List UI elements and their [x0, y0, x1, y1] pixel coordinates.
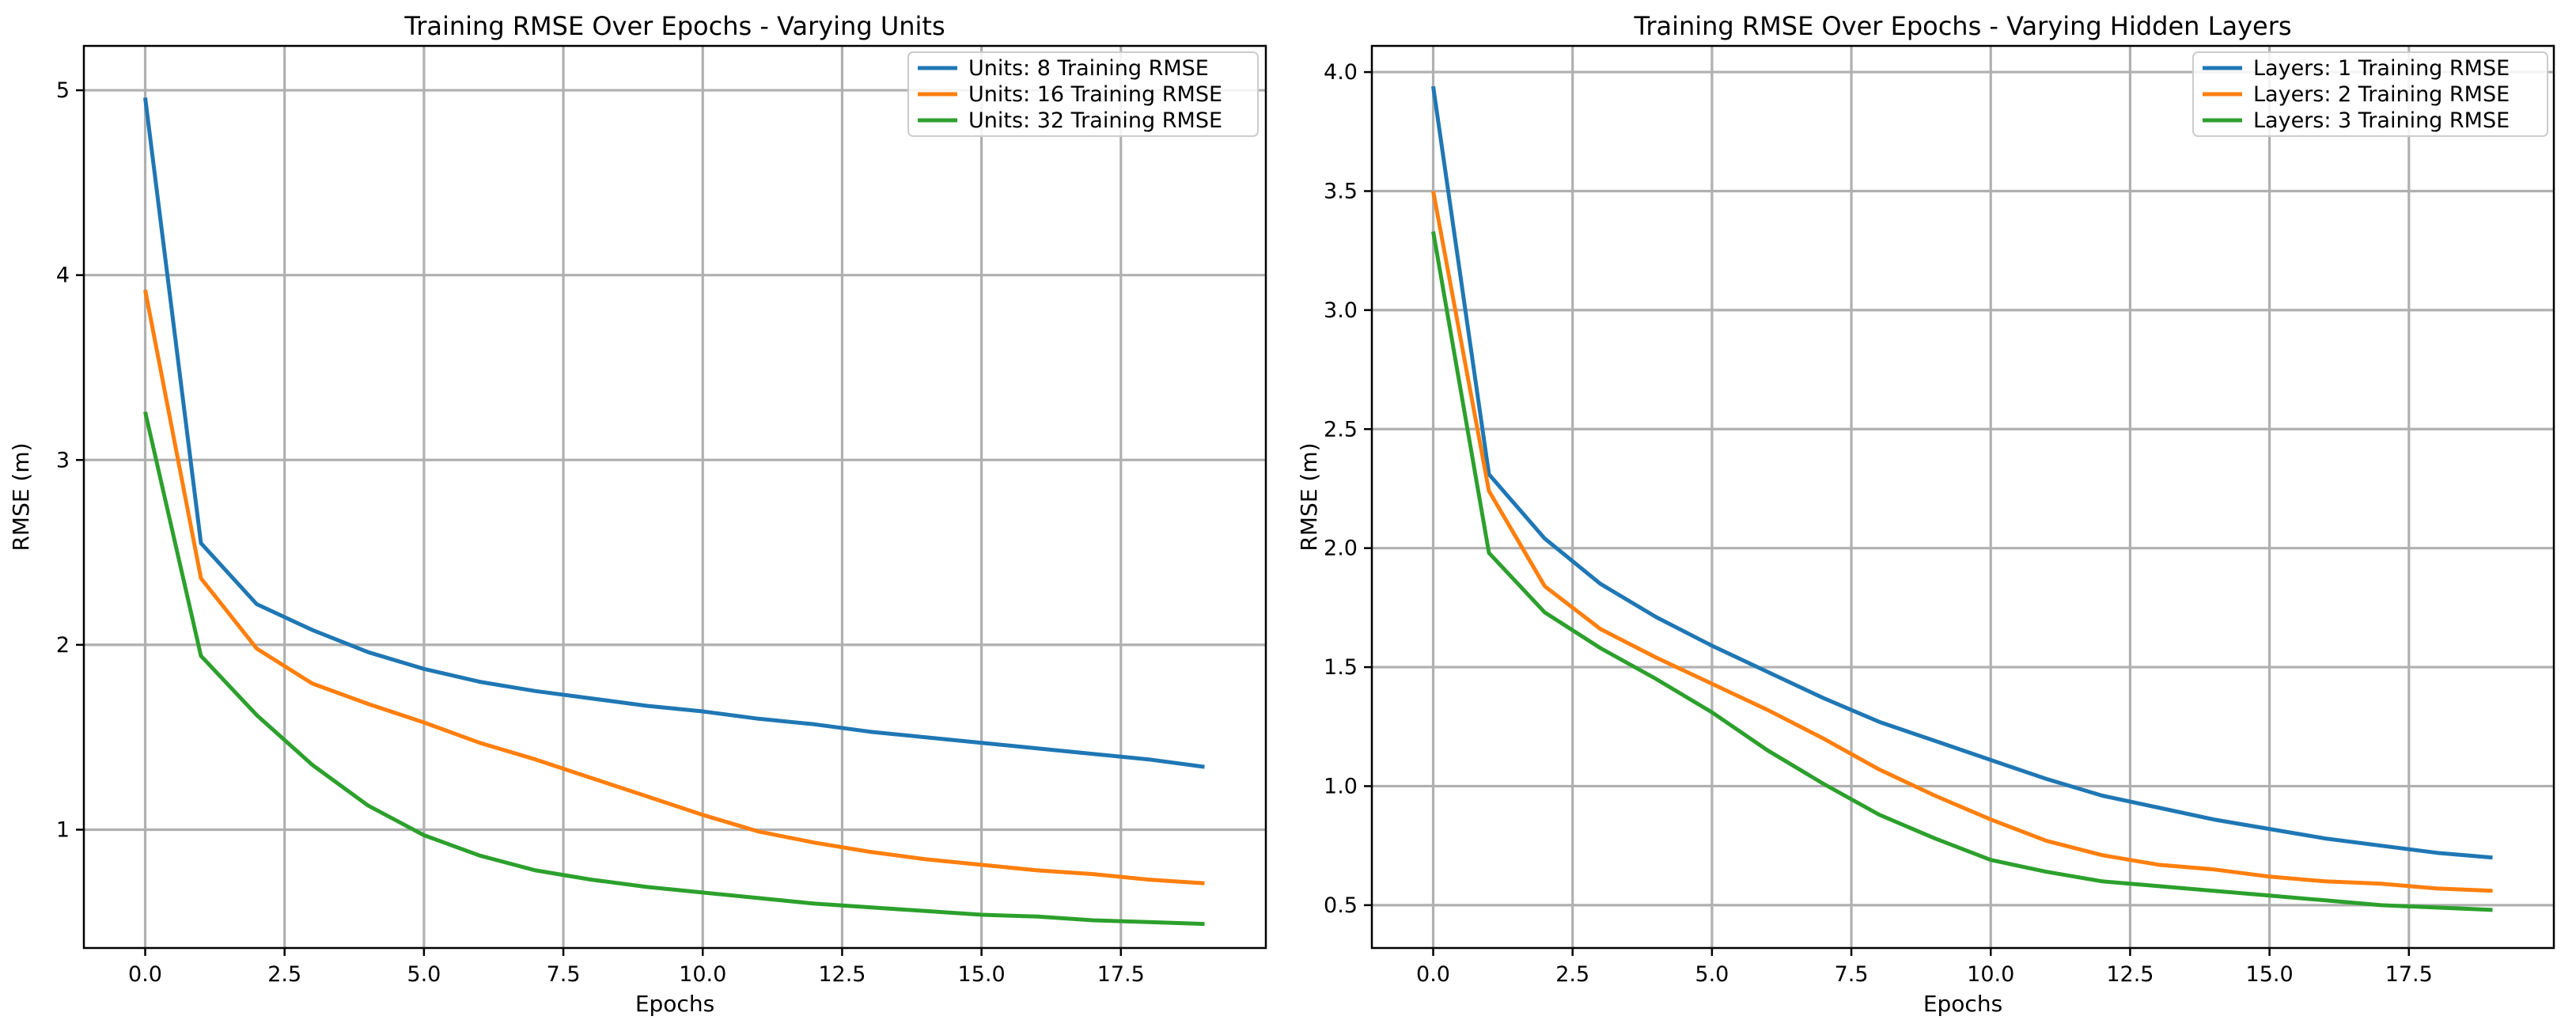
- legend-box: [907, 51, 1259, 137]
- x-tick-label: 15.0: [958, 962, 1006, 987]
- x-tick-label: 2.5: [1555, 962, 1589, 987]
- x-tick-label: 5.0: [407, 962, 441, 987]
- y-tick-label: 2.5: [1324, 417, 1358, 442]
- x-tick-label: 7.5: [547, 962, 581, 987]
- x-tick-label: 12.5: [2106, 962, 2154, 987]
- y-axis-label: RMSE (m): [1296, 442, 1322, 551]
- y-axis-label: RMSE (m): [8, 442, 34, 551]
- legend-entry: Layers: 2 Training RMSE: [2253, 82, 2510, 107]
- y-tick-label: 3.5: [1324, 179, 1358, 203]
- legend-entry: Units: 32 Training RMSE: [968, 108, 1222, 133]
- x-tick-label: 12.5: [818, 962, 866, 987]
- x-tick-label: 17.5: [2385, 962, 2433, 987]
- y-tick-label: 2.0: [1324, 537, 1358, 561]
- legend-entry: Units: 8 Training RMSE: [968, 56, 1209, 81]
- legend-box: [2192, 51, 2548, 137]
- x-tick-label: 7.5: [1835, 962, 1869, 987]
- chart-title: Training RMSE Over Epochs - Varying Hidd…: [1633, 11, 2291, 41]
- chart-hidden-layers: 0.0 2.5 5.0 7.5 10.0 12.5 15.0 17.5 0.5 1.0 1.5 2.0…: [1296, 11, 2555, 1017]
- series-line: [1431, 191, 2493, 893]
- y-tick-label: 3: [56, 448, 70, 472]
- series-line: [143, 411, 1205, 927]
- legend-entry: Layers: 3 Training RMSE: [2253, 108, 2510, 133]
- x-tick-label: 5.0: [1695, 962, 1729, 987]
- chart-units: 0.0 2.5 5.0 7.5 10.0 12.5 15.0 17.5 1 2 3 4 5 Trainin…: [8, 11, 1267, 1017]
- x-tick-label: 10.0: [1967, 962, 2014, 987]
- plot-frame: [82, 44, 1267, 950]
- series-line: [143, 289, 1205, 885]
- series-line: [1431, 85, 2493, 860]
- y-tick-label: 3.0: [1324, 298, 1358, 323]
- series-line: [143, 97, 1205, 769]
- x-tick-label: 15.0: [2246, 962, 2294, 987]
- y-tick-label: 5: [56, 78, 70, 103]
- x-tick-label: 0.0: [128, 962, 162, 987]
- x-tick-label: 2.5: [267, 962, 301, 987]
- x-tick-label: 17.5: [1097, 962, 1145, 987]
- chart-title: Training RMSE Over Epochs - Varying Unit…: [403, 11, 945, 41]
- y-tick-label: 1: [56, 817, 70, 842]
- y-tick-label: 4.0: [1324, 60, 1358, 85]
- y-tick-label: 4: [56, 264, 70, 288]
- y-tick-label: 2: [56, 633, 70, 658]
- y-tick-label: 1.0: [1324, 774, 1358, 798]
- legend-entry: Layers: 1 Training RMSE: [2253, 56, 2510, 81]
- x-tick-label: 10.0: [679, 962, 726, 987]
- x-axis-label: Epochs: [1923, 991, 2002, 1017]
- y-tick-label: 1.5: [1324, 655, 1358, 680]
- legend-entry: Units: 16 Training RMSE: [968, 82, 1222, 107]
- y-tick-label: 0.5: [1324, 893, 1358, 918]
- series-line: [1431, 231, 2493, 912]
- x-axis-label: Epochs: [635, 991, 714, 1017]
- plot-frame: [1370, 44, 2555, 950]
- x-tick-label: 0.0: [1416, 962, 1450, 987]
